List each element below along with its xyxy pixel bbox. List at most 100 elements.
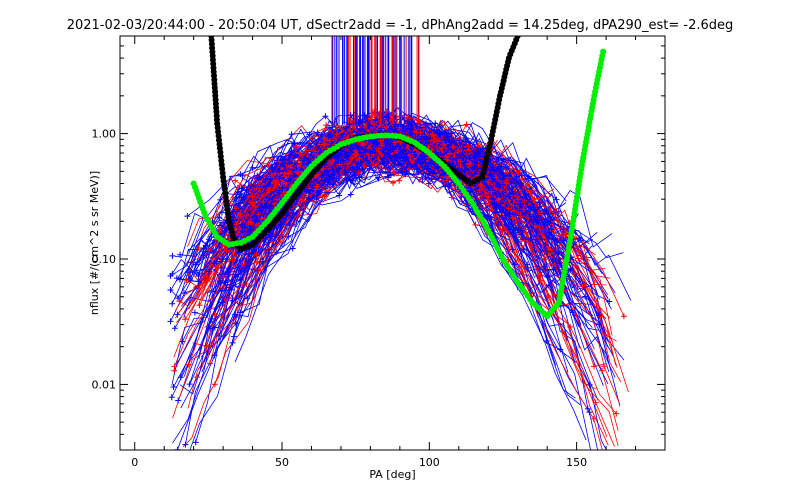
flux-marker [455, 152, 462, 159]
flux-marker [402, 171, 409, 178]
flux-marker [205, 268, 212, 275]
flux-marker [373, 161, 380, 168]
flux-marker [232, 320, 239, 327]
flux-marker [551, 291, 558, 298]
flux-marker [192, 261, 199, 268]
flux-marker [271, 180, 278, 187]
flux-marker [306, 131, 313, 138]
flux-marker [527, 224, 534, 231]
flux-marker [256, 185, 263, 192]
flux-marker [546, 282, 553, 289]
flux-marker [494, 197, 501, 204]
flux-marker [463, 121, 470, 128]
flux-marker [273, 249, 280, 256]
flux-marker [168, 394, 175, 401]
flux-marker [536, 199, 543, 206]
flux-marker [347, 191, 354, 198]
flux-marker [173, 275, 180, 282]
flux-marker [409, 159, 416, 166]
flux-marker [346, 121, 353, 128]
flux-marker [398, 168, 405, 175]
flux-marker [220, 274, 227, 281]
flux-marker [407, 129, 414, 136]
flux-marker [220, 283, 227, 290]
flux-marker [509, 246, 516, 253]
flux-marker [361, 142, 368, 149]
flux-marker [505, 205, 512, 212]
flux-marker [553, 196, 560, 203]
flux-marker [378, 125, 385, 132]
flux-marker [325, 172, 332, 179]
flux-marker [519, 175, 526, 182]
flux-marker [253, 251, 260, 258]
flux-marker [429, 131, 436, 138]
fit-dot [600, 48, 607, 55]
flux-marker [586, 381, 593, 388]
flux-marker [567, 323, 574, 330]
flux-marker [440, 150, 447, 157]
flux-marker [222, 296, 229, 303]
flux-marker [217, 196, 224, 203]
flux-marker [419, 176, 426, 183]
flux-marker [281, 170, 288, 177]
flux-marker [223, 247, 230, 254]
flux-marker [336, 134, 343, 141]
flux-marker [576, 248, 583, 255]
flux-marker [301, 155, 308, 162]
flux-marker [203, 343, 210, 350]
flux-marker [413, 129, 420, 136]
flux-marker [480, 145, 487, 152]
flux-marker [550, 266, 557, 273]
flux-marker [237, 276, 244, 283]
flux-marker [499, 228, 506, 235]
flux-marker [249, 198, 256, 205]
flux-marker [182, 441, 189, 448]
flux-marker [204, 273, 211, 280]
flux-marker [476, 187, 483, 194]
flux-marker [335, 175, 342, 182]
flux-marker [517, 200, 524, 207]
flux-marker [465, 143, 472, 150]
flux-marker [518, 182, 525, 189]
flux-marker [448, 194, 455, 201]
flux-marker [475, 141, 482, 148]
flux-marker [259, 258, 266, 265]
flux-marker [313, 183, 320, 190]
flux-marker [479, 192, 486, 199]
flux-marker [332, 162, 339, 169]
flux-marker [230, 333, 237, 340]
flux-marker [620, 313, 627, 320]
flux-marker [208, 315, 215, 322]
flux-marker [242, 263, 249, 270]
flux-marker [601, 363, 608, 370]
flux-marker [342, 170, 349, 177]
flux-marker [392, 139, 399, 146]
flux-marker [205, 236, 212, 243]
flux-marker [560, 237, 567, 244]
flux-marker [206, 325, 213, 332]
flux-marker [459, 150, 466, 157]
flux-marker [420, 153, 427, 160]
flux-marker [436, 122, 443, 129]
flux-marker [276, 158, 283, 165]
flux-marker [341, 148, 348, 155]
flux-marker [408, 149, 415, 156]
flux-marker [488, 188, 495, 195]
flux-marker [211, 324, 218, 331]
flux-marker [344, 161, 351, 168]
flux-marker [404, 130, 411, 137]
flux-marker [535, 220, 542, 227]
flux-marker [476, 153, 483, 160]
flux-marker [170, 384, 177, 391]
flux-marker [463, 154, 470, 161]
flux-marker [398, 154, 405, 161]
flux-marker [216, 332, 223, 339]
flux-marker [375, 145, 382, 152]
flux-marker [222, 225, 229, 232]
flux-marker [314, 129, 321, 136]
flux-marker [398, 148, 405, 155]
flux-marker [505, 256, 512, 263]
flux-marker [541, 256, 548, 263]
flux-marker [347, 149, 354, 156]
flux-marker [419, 152, 426, 159]
